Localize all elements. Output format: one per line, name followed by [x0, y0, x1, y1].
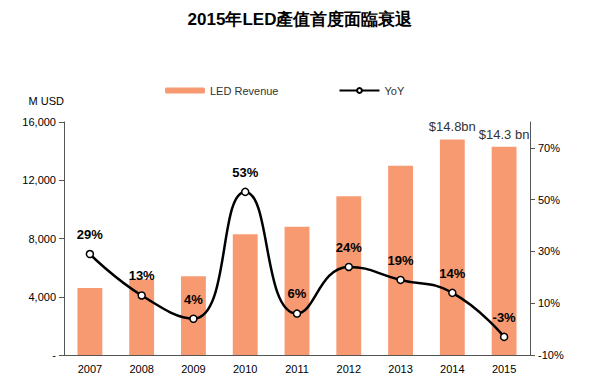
svg-text:12,000: 12,000: [22, 174, 56, 186]
svg-text:2015: 2015: [492, 363, 516, 375]
svg-text:2011: 2011: [285, 363, 309, 375]
svg-text:10%: 10%: [538, 297, 560, 309]
svg-text:$14.8bn: $14.8bn: [429, 119, 476, 134]
svg-text:24%: 24%: [336, 240, 362, 255]
svg-text:2007: 2007: [78, 363, 102, 375]
svg-text:70%: 70%: [538, 142, 560, 154]
svg-text:29%: 29%: [77, 227, 103, 242]
svg-text:2010: 2010: [233, 363, 257, 375]
svg-text:30%: 30%: [538, 245, 560, 257]
svg-text:YoY: YoY: [384, 85, 404, 97]
svg-text:4%: 4%: [184, 292, 203, 307]
svg-text:LED Revenue: LED Revenue: [210, 85, 279, 97]
svg-text:-3%: -3%: [493, 310, 517, 325]
svg-text:53%: 53%: [232, 165, 258, 180]
svg-text:16,000: 16,000: [22, 116, 56, 128]
svg-text:4,000: 4,000: [28, 291, 56, 303]
svg-text:14%: 14%: [439, 266, 465, 281]
svg-text:2008: 2008: [129, 363, 153, 375]
svg-text:$14.3 bn: $14.3 bn: [479, 127, 530, 142]
svg-text:50%: 50%: [538, 194, 560, 206]
svg-text:2014: 2014: [440, 363, 464, 375]
svg-text:13%: 13%: [129, 268, 155, 283]
svg-text:2009: 2009: [181, 363, 205, 375]
svg-text:-10%: -10%: [538, 349, 564, 361]
svg-text:19%: 19%: [388, 253, 414, 268]
svg-text:2015年LED產值首度面臨衰退: 2015年LED產值首度面臨衰退: [188, 10, 413, 29]
svg-text:8,000: 8,000: [28, 233, 56, 245]
svg-text:6%: 6%: [288, 286, 307, 301]
svg-text:M USD: M USD: [29, 95, 65, 107]
svg-text:2013: 2013: [388, 363, 412, 375]
svg-text:-: -: [52, 349, 56, 361]
svg-text:2012: 2012: [337, 363, 361, 375]
